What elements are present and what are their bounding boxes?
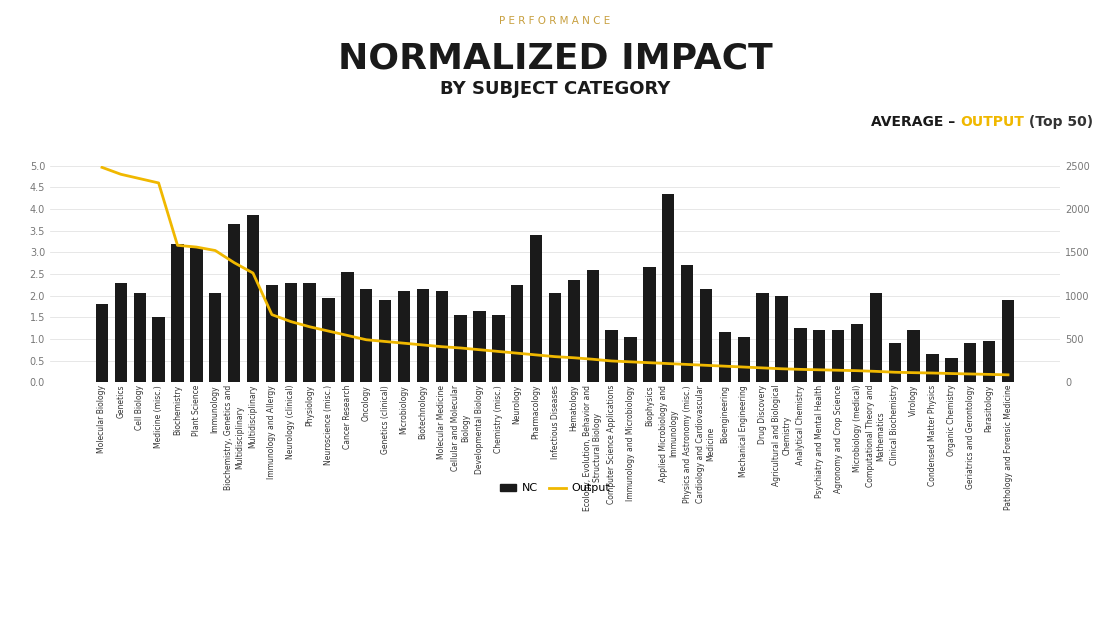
Bar xyxy=(567,280,581,382)
Bar xyxy=(511,285,524,382)
Text: P E R F O R M A N C E: P E R F O R M A N C E xyxy=(500,16,610,26)
Bar xyxy=(284,283,296,382)
Bar xyxy=(946,359,958,382)
Bar xyxy=(908,330,920,382)
Bar xyxy=(397,291,410,382)
Bar xyxy=(700,289,713,382)
Legend: NC, Output: NC, Output xyxy=(495,479,615,498)
Bar xyxy=(171,243,183,382)
Bar xyxy=(341,272,353,382)
Bar xyxy=(682,265,694,382)
Text: AVERAGE –: AVERAGE – xyxy=(871,115,960,129)
Bar xyxy=(1002,300,1015,382)
Bar xyxy=(209,294,221,382)
Bar xyxy=(416,289,428,382)
Bar xyxy=(492,315,505,382)
Bar xyxy=(757,294,769,382)
Bar xyxy=(814,330,826,382)
Bar xyxy=(303,283,315,382)
Bar xyxy=(114,283,127,382)
Bar xyxy=(190,248,202,382)
Bar xyxy=(360,289,372,382)
Bar xyxy=(133,294,145,382)
Bar xyxy=(832,330,845,382)
Bar xyxy=(246,215,259,382)
Bar xyxy=(473,311,486,382)
Bar xyxy=(927,354,939,382)
Bar xyxy=(738,337,750,382)
Bar xyxy=(454,315,467,382)
Bar xyxy=(889,343,901,382)
Bar xyxy=(529,235,543,382)
Bar xyxy=(605,330,618,382)
Bar xyxy=(548,294,562,382)
Bar xyxy=(983,341,996,382)
Bar xyxy=(965,343,977,382)
Bar xyxy=(322,297,334,382)
Bar xyxy=(228,224,240,382)
Bar xyxy=(870,294,882,382)
Bar xyxy=(663,194,675,382)
Bar xyxy=(719,333,731,382)
Bar xyxy=(435,291,447,382)
Text: BY SUBJECT CATEGORY: BY SUBJECT CATEGORY xyxy=(440,80,670,97)
Bar xyxy=(152,317,164,382)
Text: (Top 50): (Top 50) xyxy=(1025,115,1093,129)
Bar xyxy=(795,328,807,382)
Text: NORMALIZED IMPACT: NORMALIZED IMPACT xyxy=(337,41,773,75)
Bar xyxy=(379,300,391,382)
Bar xyxy=(586,269,599,382)
Bar xyxy=(776,296,788,382)
Bar xyxy=(851,324,864,382)
Text: OUTPUT: OUTPUT xyxy=(960,115,1025,129)
Bar xyxy=(265,285,278,382)
Bar xyxy=(624,337,637,382)
Bar xyxy=(95,304,108,382)
Bar xyxy=(643,268,656,382)
